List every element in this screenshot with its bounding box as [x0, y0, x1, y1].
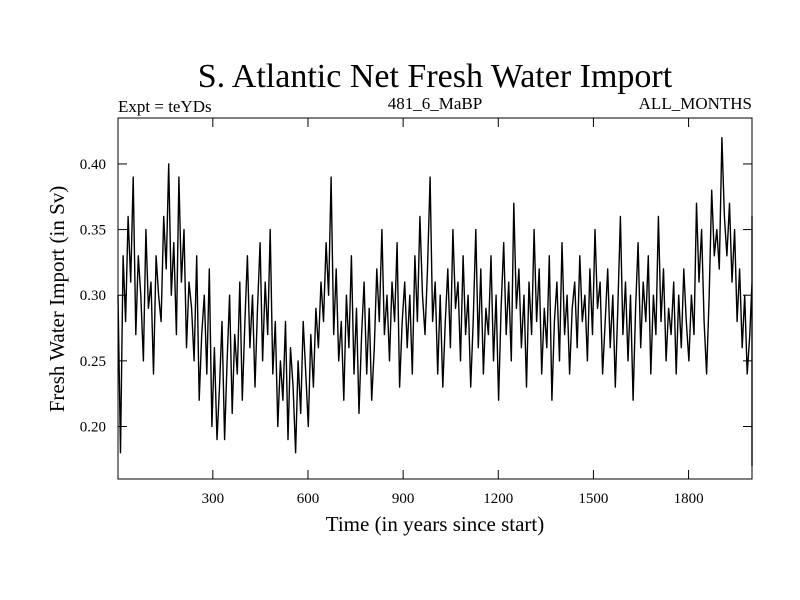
x-tick-label: 900: [392, 491, 415, 507]
x-axis: 300 600 900 1200 1500 1800: [202, 118, 704, 507]
y-tick-label: 0.25: [80, 354, 106, 370]
x-axis-label: Time (in years since start): [326, 512, 545, 536]
y-axis: 0.20 0.25 0.30 0.35 0.40: [80, 157, 752, 435]
x-tick-label: 1500: [578, 491, 608, 507]
chart-title: S. Atlantic Net Fresh Water Import: [198, 58, 673, 95]
y-axis-label: Fresh Water Import (in Sv): [45, 186, 69, 413]
series-line-fresh-water-import: [117, 137, 753, 467]
y-tick-label: 0.30: [80, 288, 106, 304]
y-tick-label: 0.40: [80, 157, 106, 173]
chart-subtitle-run: 481_6_MaBP: [388, 94, 482, 113]
x-tick-label: 1800: [674, 491, 704, 507]
chart-subtitle-months: ALL_MONTHS: [639, 94, 752, 113]
y-tick-label: 0.20: [80, 419, 106, 435]
x-tick-label: 1200: [483, 491, 513, 507]
x-tick-label: 300: [202, 491, 225, 507]
x-tick-label: 600: [297, 491, 320, 507]
y-tick-label: 0.35: [80, 223, 106, 239]
chart-subtitle-experiment: Expt = teYDs: [118, 97, 212, 116]
